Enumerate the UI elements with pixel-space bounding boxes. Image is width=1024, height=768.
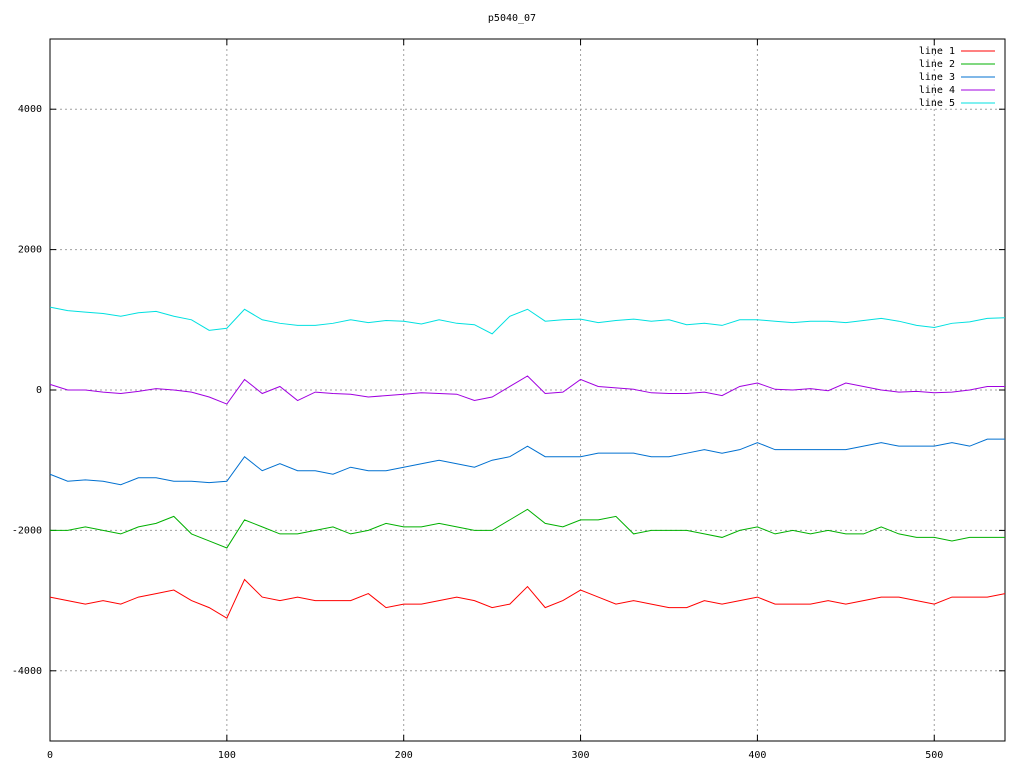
series-line [49, 306, 1006, 335]
x-tick-label: 300 [572, 750, 590, 761]
x-tick-label: 100 [218, 750, 236, 761]
y-tick-label: 2000 [18, 245, 42, 256]
series-line [49, 375, 1005, 405]
series-line [49, 578, 1006, 619]
series-line [49, 438, 1005, 486]
y-tick-label: -4000 [12, 666, 42, 677]
legend-label: line 5 [919, 98, 955, 109]
plot-border [49, 38, 1006, 742]
legend-label: line 3 [919, 72, 955, 83]
legend-label: line 2 [919, 59, 955, 70]
y-tick-label: 4000 [18, 104, 42, 115]
y-tick-label: 0 [36, 385, 42, 396]
chart-title: p5040_07 [488, 13, 536, 24]
series-line [50, 508, 1005, 549]
x-tick-label: 200 [395, 750, 413, 761]
legend-label: line 4 [919, 85, 955, 96]
legend-label: line 1 [919, 46, 955, 57]
x-tick-label: 500 [925, 750, 943, 761]
x-tick-label: 0 [47, 750, 53, 761]
x-tick-label: 400 [748, 750, 766, 761]
y-tick-label: -2000 [12, 525, 42, 536]
